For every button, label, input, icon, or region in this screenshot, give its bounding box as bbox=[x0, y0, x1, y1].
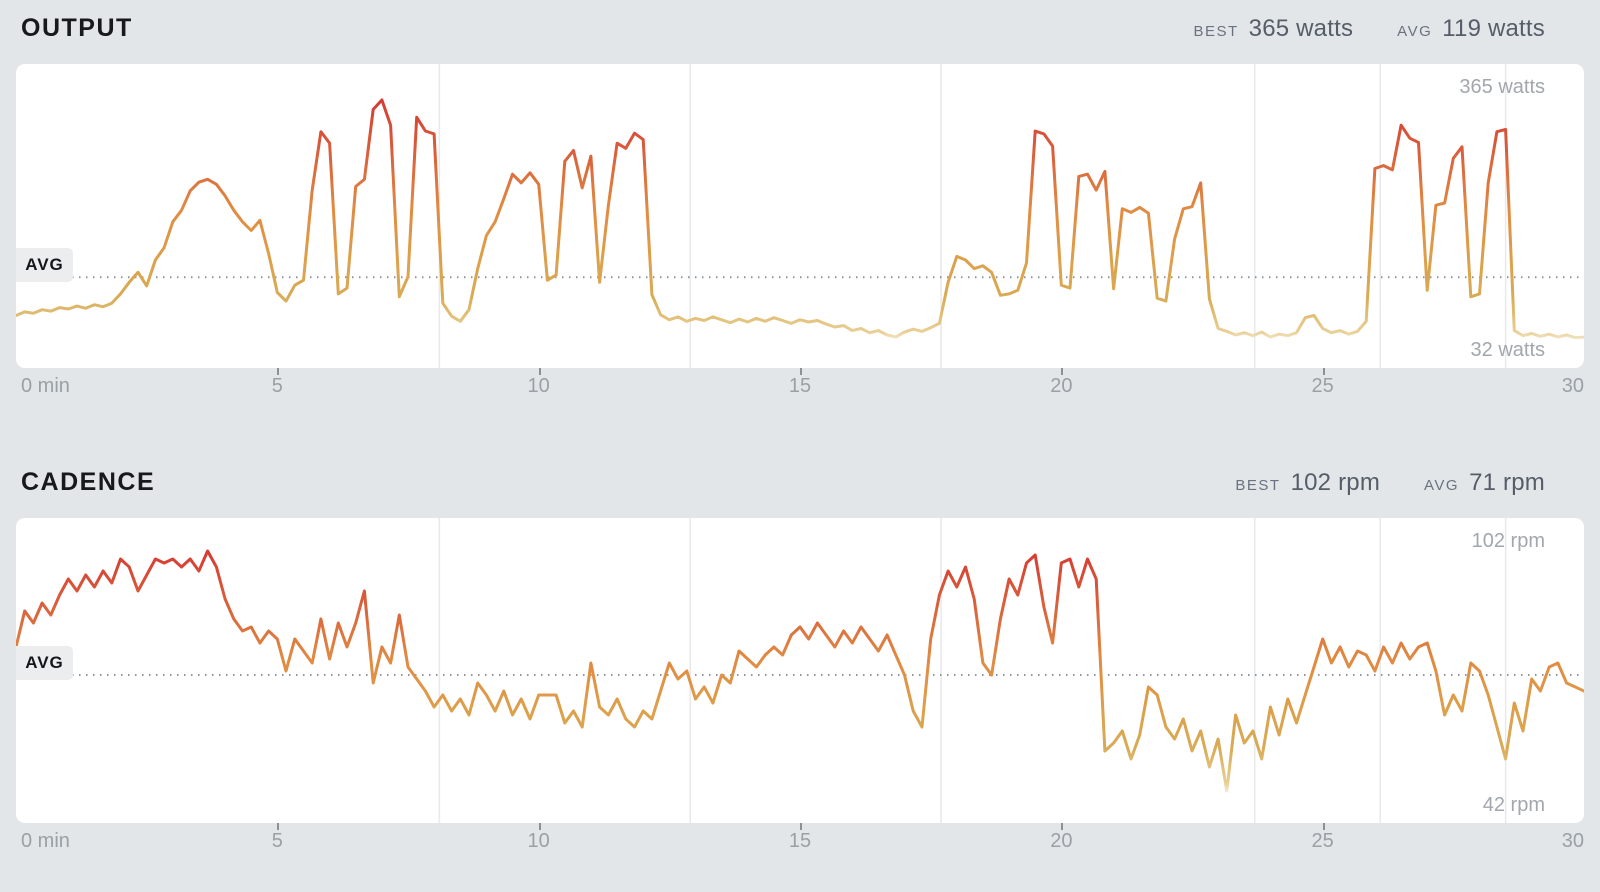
output-y-min-label: 32 watts bbox=[1470, 339, 1545, 361]
output-avg-value: 119 watts bbox=[1442, 15, 1545, 42]
cadence-avg-value: 71 rpm bbox=[1469, 469, 1545, 496]
cadence-best-label: BEST bbox=[1235, 477, 1281, 494]
x-axis-label: 5 bbox=[271, 375, 283, 397]
x-axis-tick bbox=[538, 823, 541, 830]
cadence-avg-label: AVG bbox=[1424, 477, 1460, 494]
output-x-axis: 0 min 5 10 15 20 25 30 bbox=[16, 368, 1584, 406]
x-axis-label: 0 min bbox=[21, 375, 70, 397]
x-axis-label: 30 bbox=[1561, 830, 1584, 852]
cadence-y-max-label: 102 rpm bbox=[1471, 530, 1545, 552]
output-avg-label: AVG bbox=[1397, 23, 1433, 40]
x-axis-tick bbox=[1322, 823, 1325, 830]
x-axis-tick bbox=[277, 823, 280, 830]
x-axis-tick bbox=[538, 368, 541, 375]
x-axis-tick bbox=[1061, 368, 1064, 375]
cadence-avg-badge: AVG bbox=[16, 646, 73, 680]
output-chart-panel[interactable]: AVG 365 watts 32 watts bbox=[16, 64, 1584, 368]
cadence-line-chart[interactable] bbox=[16, 518, 1584, 823]
output-section: OUTPUT BEST 365 watts AVG 119 watts AVG … bbox=[0, 0, 1600, 406]
output-chart-title: OUTPUT bbox=[21, 14, 133, 42]
output-y-max-label: 365 watts bbox=[1459, 76, 1545, 98]
x-axis-label: 10 bbox=[527, 830, 550, 852]
x-axis-label: 0 min bbox=[21, 830, 70, 852]
cadence-chart-stats: BEST 102 rpm AVG 71 rpm bbox=[1191, 469, 1545, 497]
output-chart-header: OUTPUT BEST 365 watts AVG 119 watts bbox=[0, 14, 1600, 52]
x-axis-label: 20 bbox=[1050, 375, 1073, 397]
output-chart-stats: BEST 365 watts AVG 119 watts bbox=[1149, 15, 1545, 43]
cadence-chart-title: CADENCE bbox=[21, 468, 156, 496]
cadence-best-stat: BEST 102 rpm bbox=[1235, 469, 1380, 497]
x-axis-label: 25 bbox=[1311, 830, 1334, 852]
x-axis-tick bbox=[800, 823, 802, 830]
x-axis-tick bbox=[1061, 823, 1064, 830]
cadence-y-min-label: 42 rpm bbox=[1482, 794, 1545, 816]
cadence-avg-stat: AVG 71 rpm bbox=[1424, 469, 1545, 497]
output-best-stat: BEST 365 watts bbox=[1193, 15, 1353, 43]
cadence-x-axis: 0 min 5 10 15 20 25 30 bbox=[16, 823, 1584, 861]
x-axis-label: 5 bbox=[271, 830, 283, 852]
cadence-chart-header: CADENCE BEST 102 rpm AVG 71 rpm bbox=[0, 468, 1600, 506]
x-axis-label: 10 bbox=[527, 375, 550, 397]
cadence-chart-panel[interactable]: AVG 102 rpm 42 rpm bbox=[16, 518, 1584, 823]
output-best-value: 365 watts bbox=[1248, 15, 1354, 42]
x-axis-label: 15 bbox=[788, 375, 812, 397]
x-axis-label: 25 bbox=[1311, 375, 1334, 397]
x-axis-tick bbox=[800, 368, 802, 375]
output-avg-stat: AVG 119 watts bbox=[1397, 15, 1545, 43]
cadence-section: CADENCE BEST 102 rpm AVG 71 rpm AVG 102 … bbox=[0, 468, 1600, 861]
x-axis-tick bbox=[1322, 368, 1325, 375]
output-line-chart[interactable] bbox=[16, 64, 1584, 368]
x-axis-tick bbox=[277, 368, 280, 375]
x-axis-label: 30 bbox=[1561, 375, 1584, 397]
output-avg-badge: AVG bbox=[16, 248, 73, 283]
output-best-label: BEST bbox=[1193, 23, 1239, 40]
cadence-best-value: 102 rpm bbox=[1290, 469, 1381, 496]
x-axis-label: 15 bbox=[788, 830, 812, 852]
x-axis-label: 20 bbox=[1050, 830, 1073, 852]
